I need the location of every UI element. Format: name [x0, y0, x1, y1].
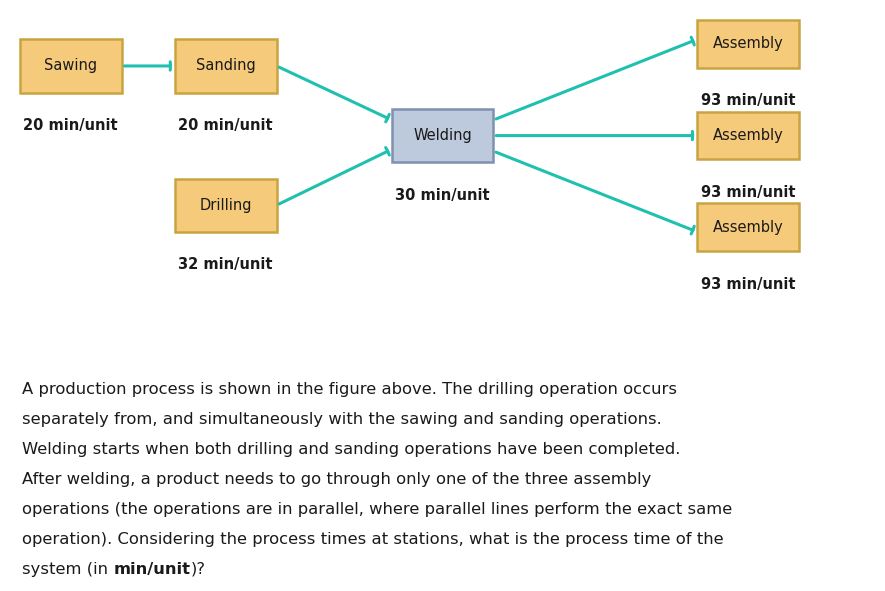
- Text: operation). Considering the process times at stations, what is the process time : operation). Considering the process time…: [22, 532, 724, 547]
- Text: Welding: Welding: [413, 128, 472, 143]
- FancyBboxPatch shape: [697, 20, 798, 68]
- Text: A production process is shown in the figure above. The drilling operation occurs: A production process is shown in the fig…: [22, 382, 677, 397]
- Text: Assembly: Assembly: [712, 220, 783, 235]
- FancyBboxPatch shape: [697, 203, 798, 251]
- Text: 32 min/unit: 32 min/unit: [179, 258, 273, 272]
- FancyBboxPatch shape: [391, 109, 494, 162]
- Text: Sanding: Sanding: [196, 59, 256, 73]
- Text: )?: )?: [190, 562, 205, 577]
- Text: Sawing: Sawing: [44, 59, 97, 73]
- Text: Assembly: Assembly: [712, 128, 783, 143]
- Text: 93 min/unit: 93 min/unit: [701, 93, 795, 108]
- Text: Drilling: Drilling: [199, 198, 252, 213]
- Text: Assembly: Assembly: [712, 37, 783, 51]
- Text: 20 min/unit: 20 min/unit: [179, 118, 273, 133]
- Text: system (in: system (in: [22, 562, 113, 577]
- Text: separately from, and simultaneously with the sawing and sanding operations.: separately from, and simultaneously with…: [22, 412, 662, 427]
- FancyBboxPatch shape: [175, 178, 276, 232]
- Text: Welding starts when both drilling and sanding operations have been completed.: Welding starts when both drilling and sa…: [22, 442, 681, 457]
- FancyBboxPatch shape: [697, 112, 798, 160]
- FancyBboxPatch shape: [175, 40, 276, 93]
- Text: After welding, a product needs to go through only one of the three assembly: After welding, a product needs to go thr…: [22, 472, 651, 487]
- Text: 93 min/unit: 93 min/unit: [701, 277, 795, 291]
- Text: 20 min/unit: 20 min/unit: [24, 118, 118, 133]
- Text: 93 min/unit: 93 min/unit: [701, 185, 795, 200]
- FancyBboxPatch shape: [19, 40, 122, 93]
- Text: operations (the operations are in parallel, where parallel lines perform the exa: operations (the operations are in parall…: [22, 502, 733, 517]
- Text: min/unit: min/unit: [113, 562, 190, 577]
- Text: 30 min/unit: 30 min/unit: [396, 188, 489, 203]
